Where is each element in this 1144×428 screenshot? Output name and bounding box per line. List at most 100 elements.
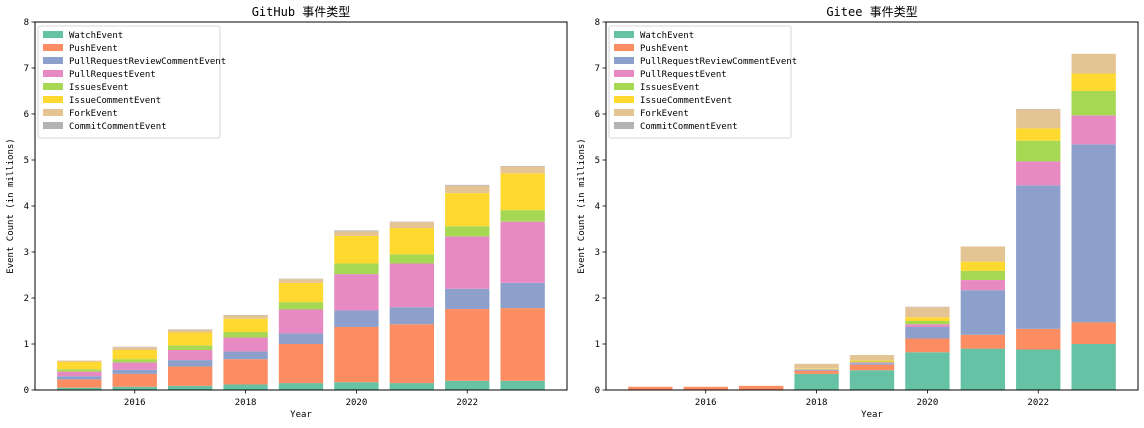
legend-swatch-IssuesEvent (614, 83, 634, 90)
bar-PushEvent-2023 (1072, 322, 1116, 344)
bar-IssueCommentEvent-2019 (279, 283, 323, 302)
bar-WatchEvent-2023 (501, 381, 545, 390)
bar-IssueCommentEvent-2023 (1072, 74, 1116, 91)
bar-IssuesEvent-2023 (1072, 91, 1116, 115)
bar-PullRequestReviewCommentEvent-2020 (905, 327, 949, 339)
legend-entry-WatchEvent: WatchEvent (640, 31, 694, 41)
bar-WatchEvent-2020 (905, 352, 949, 390)
bar-ForkEvent-2018 (794, 364, 838, 369)
legend-swatch-IssueCommentEvent (614, 96, 634, 103)
bar-PushEvent-2019 (279, 344, 323, 383)
legend-entry-IssuesEvent: IssuesEvent (69, 83, 129, 93)
bar-IssuesEvent-2022 (1016, 141, 1060, 162)
bar-IssueCommentEvent-2021 (390, 228, 434, 254)
bar-PushEvent-2018 (223, 359, 267, 384)
y-tick-label: 1 (24, 340, 29, 350)
chart-title: Gitee 事件类型 (826, 5, 917, 19)
y-tick-label: 3 (24, 248, 29, 258)
bar-ForkEvent-2016 (113, 347, 157, 350)
legend-swatch-IssueCommentEvent (43, 96, 63, 103)
bar-IssueCommentEvent-2015 (57, 362, 101, 369)
bar-PullRequestEvent-2023 (1072, 115, 1116, 144)
bar-PullRequestReviewCommentEvent-2015 (57, 376, 101, 379)
legend-entry-PushEvent: PushEvent (640, 44, 689, 54)
bar-PullRequestReviewCommentEvent-2023 (1072, 144, 1116, 322)
bar-IssuesEvent-2023 (501, 210, 545, 222)
bar-PullRequestReviewCommentEvent-2017 (168, 360, 212, 366)
bar-WatchEvent-2021 (390, 383, 434, 390)
y-tick-label: 7 (24, 64, 29, 74)
bar-PushEvent-2022 (445, 309, 489, 381)
bar-PullRequestEvent-2019 (279, 310, 323, 334)
bar-IssueCommentEvent-2018 (223, 319, 267, 332)
bar-PushEvent-2019 (850, 365, 894, 371)
bar-PullRequestReviewCommentEvent-2021 (390, 307, 434, 324)
y-tick-label: 0 (595, 386, 600, 396)
y-tick-label: 3 (595, 248, 600, 258)
bar-PushEvent-2017 (739, 386, 783, 390)
bar-WatchEvent-2023 (1072, 344, 1116, 390)
bar-WatchEvent-2021 (961, 349, 1005, 390)
bar-ForkEvent-2022 (1016, 109, 1060, 128)
bar-PullRequestEvent-2017 (168, 350, 212, 360)
bar-PullRequestReviewCommentEvent-2018 (223, 351, 267, 359)
x-tick-label: 2022 (456, 398, 478, 408)
bar-PushEvent-2021 (961, 335, 1005, 349)
y-tick-label: 6 (595, 110, 600, 120)
bar-IssuesEvent-2019 (850, 361, 894, 362)
legend-swatch-ForkEvent (614, 109, 634, 116)
legend-swatch-PullRequestEvent (614, 70, 634, 77)
bar-PullRequestEvent-2021 (961, 280, 1005, 290)
x-tick-label: 2018 (235, 398, 257, 408)
bar-IssuesEvent-2021 (390, 254, 434, 263)
bar-WatchEvent-2020 (334, 382, 378, 390)
y-tick-label: 0 (24, 386, 29, 396)
legend-swatch-ForkEvent (43, 109, 63, 116)
x-tick-label: 2022 (1027, 398, 1049, 408)
bar-PullRequestEvent-2020 (905, 324, 949, 327)
legend-entry-PullRequestEvent: PullRequestEvent (69, 70, 156, 80)
bar-PushEvent-2018 (794, 371, 838, 374)
bar-PullRequestReviewCommentEvent-2021 (961, 290, 1005, 335)
y-tick-label: 2 (24, 294, 29, 304)
bar-IssueCommentEvent-2019 (850, 361, 894, 362)
y-tick-label: 4 (24, 202, 29, 212)
bar-IssueCommentEvent-2020 (334, 236, 378, 264)
bar-WatchEvent-2022 (445, 381, 489, 390)
bar-IssueCommentEvent-2016 (113, 350, 157, 359)
x-tick-label: 2018 (806, 398, 828, 408)
bar-PullRequestEvent-2018 (223, 338, 267, 352)
legend-swatch-PullRequestReviewCommentEvent (614, 57, 634, 64)
bar-PushEvent-2023 (501, 308, 545, 381)
bar-PullRequestEvent-2015 (57, 372, 101, 377)
legend-swatch-PushEvent (43, 44, 63, 51)
chart-title: GitHub 事件类型 (252, 5, 351, 19)
bar-ForkEvent-2023 (1072, 54, 1116, 74)
legend-swatch-WatchEvent (43, 31, 63, 38)
bar-PushEvent-2015 (57, 379, 101, 387)
bar-ForkEvent-2019 (850, 355, 894, 361)
bar-PullRequestReviewCommentEvent-2023 (501, 283, 545, 308)
bar-IssuesEvent-2021 (961, 271, 1005, 280)
x-tick-label: 2016 (124, 398, 146, 408)
bar-ForkEvent-2021 (390, 222, 434, 228)
bar-WatchEvent-2019 (850, 370, 894, 390)
legend-swatch-PullRequestReviewCommentEvent (43, 57, 63, 64)
bar-PushEvent-2020 (334, 327, 378, 382)
bar-IssueCommentEvent-2022 (1016, 128, 1060, 140)
bar-IssuesEvent-2017 (168, 345, 212, 350)
bar-ForkEvent-2023 (501, 166, 545, 173)
legend-entry-CommitCommentEvent: CommitCommentEvent (640, 122, 738, 132)
legend-entry-IssueCommentEvent: IssueCommentEvent (69, 96, 161, 106)
x-tick-label: 2020 (346, 398, 368, 408)
bar-CommitCommentEvent-2022 (445, 185, 489, 186)
bar-ForkEvent-2019 (279, 279, 323, 283)
bar-PullRequestEvent-2016 (113, 362, 157, 369)
bar-PullRequestReviewCommentEvent-2016 (113, 370, 157, 374)
legend-swatch-IssuesEvent (43, 83, 63, 90)
y-axis-label: Event Count (in millions) (6, 138, 16, 273)
bar-PullRequestEvent-2023 (501, 222, 545, 283)
bar-PushEvent-2022 (1016, 329, 1060, 350)
bar-PullRequestReviewCommentEvent-2020 (334, 310, 378, 327)
